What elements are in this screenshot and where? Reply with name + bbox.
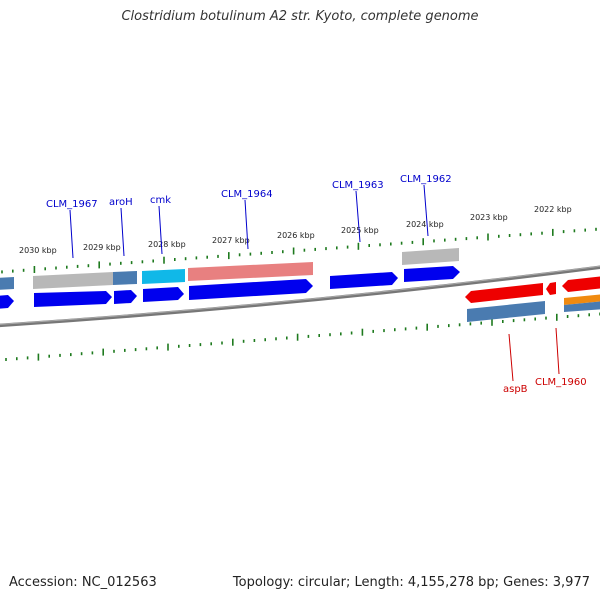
- cds-row-forward: [0, 266, 460, 309]
- feature-cyan-cmk[interactable]: [142, 269, 185, 284]
- scale-label: 2025 kbp: [341, 226, 379, 235]
- feature-steel-aroh[interactable]: [113, 271, 137, 285]
- feature-grey-clm1967[interactable]: [33, 272, 113, 289]
- scale-label: 2026 kbp: [277, 231, 315, 240]
- cds-forward-clm1967[interactable]: [34, 291, 112, 307]
- genome-title: Clostridium botulinum A2 str. Kyoto, com…: [121, 9, 479, 24]
- gene-leader-line: [120, 207, 125, 257]
- genome-backbone: [0, 265, 600, 328]
- scale-ticks-inner: [5, 312, 600, 361]
- scale-label: 2028 kbp: [148, 240, 186, 249]
- gene-label-forward[interactable]: aroH: [109, 197, 133, 208]
- cds-row-reverse: [465, 276, 600, 322]
- gene-label-forward[interactable]: cmk: [150, 195, 171, 206]
- feature-steel-aspb[interactable]: [467, 301, 545, 322]
- gene-leader-line: [423, 184, 429, 237]
- scale-label: 2024 kbp: [406, 220, 444, 229]
- scale-label: 2027 kbp: [212, 236, 250, 245]
- gene-label-forward[interactable]: CLM_1963: [332, 180, 384, 191]
- gene-label-reverse[interactable]: CLM_1960: [535, 377, 587, 388]
- gene-label-reverse[interactable]: aspB: [503, 384, 528, 395]
- scale-label: 2023 kbp: [470, 213, 508, 222]
- scale-label: 2022 kbp: [534, 205, 572, 214]
- gene-leader-line: [555, 327, 560, 375]
- gene-label-forward[interactable]: CLM_1964: [221, 189, 273, 200]
- gene-leader-line: [508, 333, 514, 382]
- gene-leader-line: [355, 190, 361, 243]
- cds-forward-clm1962[interactable]: [404, 266, 460, 282]
- feature-row-outer: [0, 248, 459, 290]
- gene-leader-line: [158, 205, 163, 255]
- cds-forward-aroh[interactable]: [114, 290, 137, 304]
- scale-labels: 2030 kbp 2029 kbp 2028 kbp 2027 kbp 2026 kbp…: [19, 205, 572, 255]
- feature-orange-clm1960[interactable]: [564, 294, 600, 305]
- scale-label: 2030 kbp: [19, 246, 57, 255]
- cds-reverse-small[interactable]: [546, 282, 556, 295]
- genome-backbone-highlight: [0, 265, 600, 325]
- feature-steel-left[interactable]: [0, 277, 14, 290]
- accession-text: Accession: NC_012563: [9, 575, 157, 590]
- cds-reverse-aspb[interactable]: [465, 283, 543, 303]
- gene-leader-line: [244, 199, 249, 250]
- cds-forward-cmk[interactable]: [143, 287, 184, 302]
- feature-steel-clm1960[interactable]: [564, 301, 600, 312]
- gene-labels: CLM_1967 aroH cmk CLM_1964 CLM_1963 CLM_1962a…: [46, 174, 587, 395]
- scale-label: 2029 kbp: [83, 243, 121, 252]
- gene-label-forward[interactable]: CLM_1962: [400, 174, 452, 185]
- feature-pink-clm1964[interactable]: [188, 262, 313, 281]
- cds-forward-1[interactable]: [0, 295, 14, 309]
- cds-forward-clm1963[interactable]: [330, 272, 398, 289]
- gene-leader-line: [69, 209, 74, 259]
- feature-grey-clm1962[interactable]: [402, 248, 459, 265]
- cds-reverse-clm1960[interactable]: [562, 276, 600, 292]
- topology-text: Topology: circular; Length: 4,155,278 bp…: [232, 575, 590, 590]
- scale-ticks-outer: [1, 227, 597, 274]
- gene-label-forward[interactable]: CLM_1967: [46, 199, 98, 210]
- cds-forward-clm1964[interactable]: [189, 279, 313, 300]
